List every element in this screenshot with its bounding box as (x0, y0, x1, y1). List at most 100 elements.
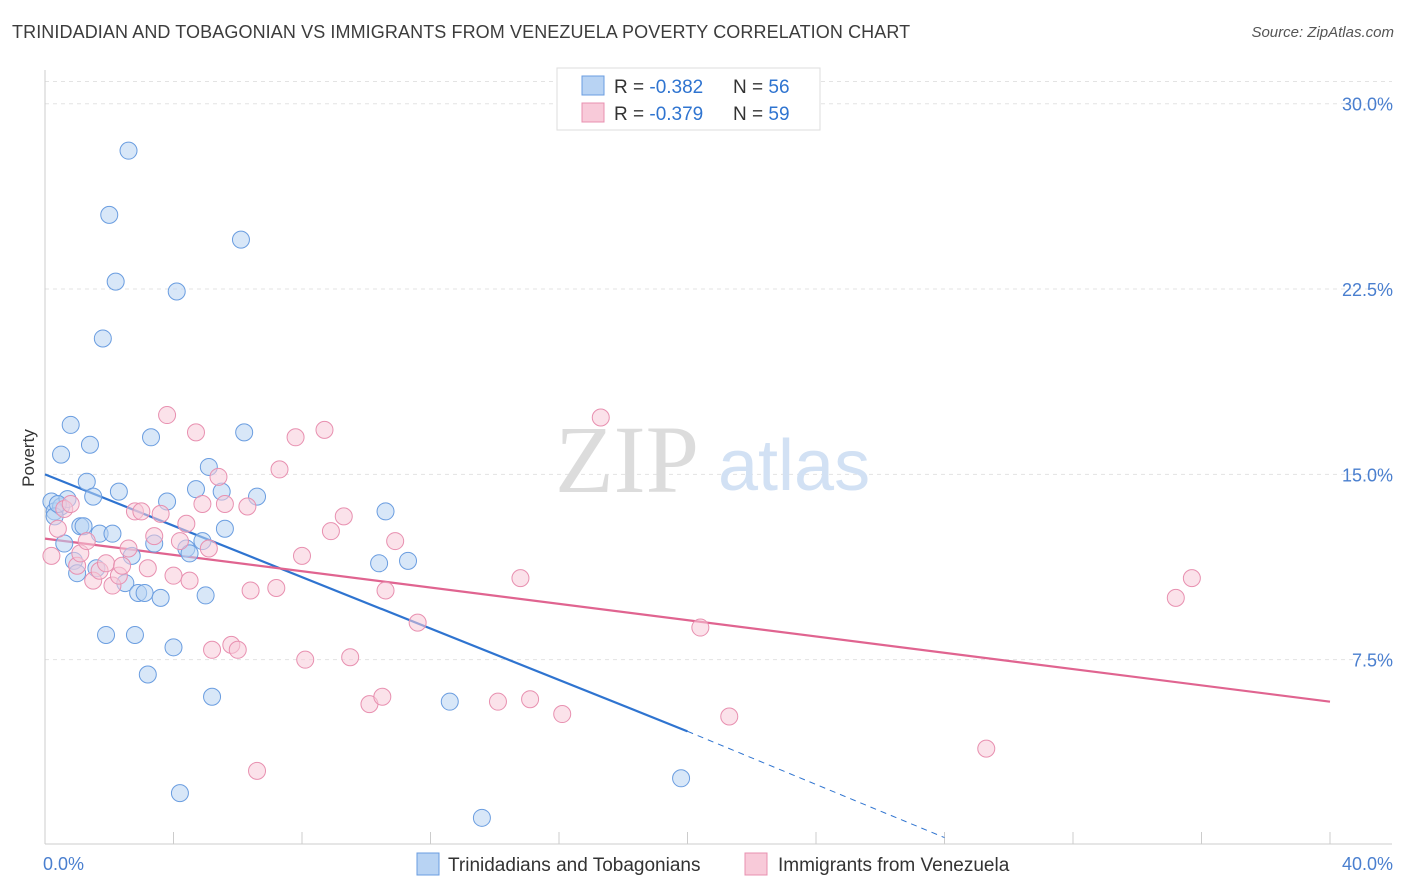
point-venezuela (215, 495, 234, 514)
scatter-points (42, 141, 1201, 827)
point-trinidadians (196, 586, 215, 605)
point-venezuela (720, 707, 739, 726)
point-venezuela (977, 739, 996, 758)
point-venezuela (119, 539, 138, 558)
watermark-zip: ZIP (555, 406, 699, 513)
point-venezuela (521, 690, 540, 709)
watermark-atlas: atlas (718, 426, 870, 506)
point-venezuela (151, 504, 170, 523)
point-venezuela (373, 687, 392, 706)
point-venezuela (293, 546, 311, 565)
point-trinidadians (100, 205, 119, 224)
point-trinidadians (672, 769, 691, 788)
stats-n-value-2: 59 (768, 104, 789, 125)
point-trinidadians (186, 480, 205, 499)
point-venezuela (386, 532, 405, 551)
point-venezuela (164, 566, 183, 585)
svg-text:R = -0.379: R = -0.379 (614, 104, 703, 125)
trend-lines (44, 473, 1331, 839)
point-trinidadians (109, 482, 128, 501)
legend-swatch-venezuela (744, 852, 768, 876)
point-venezuela (158, 406, 177, 425)
point-venezuela (248, 761, 267, 780)
tick-labels: 7.5% 15.0% 22.5% 30.0% 0.0% 40.0% (43, 95, 1393, 874)
stats-box: R = -0.382 N = 56 R = -0.379 N = 59 (556, 67, 821, 131)
point-venezuela (267, 579, 286, 598)
point-venezuela (241, 581, 260, 600)
point-trinidadians (125, 625, 144, 644)
point-trinidadians (52, 445, 71, 464)
svg-text:N = 56: N = 56 (733, 77, 790, 98)
trend-line-trinidadians (44, 473, 688, 733)
point-trinidadians (135, 583, 154, 602)
stats-r-label-2: R = (614, 104, 649, 125)
stats-r-label-1: R = (614, 77, 649, 98)
point-venezuela (61, 495, 80, 514)
point-venezuela (334, 507, 353, 526)
x-tick-label-max: 40.0% (1342, 854, 1393, 874)
point-trinidadians (74, 517, 93, 536)
point-trinidadians (164, 638, 183, 657)
point-trinidadians (399, 551, 418, 570)
point-venezuela (132, 502, 151, 521)
point-venezuela (186, 423, 205, 442)
point-venezuela (238, 497, 257, 516)
svg-text:N = 59: N = 59 (733, 104, 790, 125)
legend-label-trinidadians: Trinidadians and Tobagonians (448, 855, 700, 876)
y-tick-label: 7.5% (1352, 651, 1393, 671)
point-trinidadians (55, 534, 74, 553)
trend-line-trinidadians-extension (687, 730, 945, 839)
point-trinidadians (138, 665, 157, 684)
point-trinidadians (61, 415, 80, 434)
y-axis-label: Poverty (19, 429, 38, 487)
stats-n-value-1: 56 (768, 77, 789, 98)
point-trinidadians (77, 472, 96, 491)
y-tick-label: 15.0% (1342, 465, 1393, 485)
x-tick-label-min: 0.0% (43, 854, 84, 874)
point-trinidadians (142, 428, 161, 447)
point-venezuela (553, 705, 572, 724)
point-trinidadians (472, 808, 491, 827)
point-venezuela (341, 648, 360, 667)
point-venezuela (321, 522, 340, 541)
point-trinidadians (235, 423, 254, 442)
point-trinidadians (93, 329, 112, 348)
point-trinidadians (231, 230, 250, 249)
point-trinidadians (370, 554, 389, 573)
point-trinidadians (84, 487, 103, 506)
point-venezuela (48, 519, 67, 538)
point-venezuela (77, 532, 96, 551)
point-venezuela (296, 650, 315, 669)
source-credit: Source: ZipAtlas.com (1251, 24, 1394, 41)
point-trinidadians (203, 687, 222, 706)
point-venezuela (170, 532, 189, 551)
stats-swatch-blue (581, 75, 605, 96)
legend-swatch-trinidadians (416, 852, 440, 876)
trend-line-venezuela (44, 537, 1331, 703)
point-venezuela (138, 559, 157, 578)
point-trinidadians (215, 519, 234, 538)
point-venezuela (228, 640, 247, 659)
point-venezuela (691, 618, 710, 637)
point-trinidadians (170, 784, 189, 803)
legend: Trinidadians and Tobagonians Immigrants … (416, 852, 1010, 876)
point-venezuela (511, 569, 530, 588)
y-tick-label: 30.0% (1342, 95, 1393, 115)
point-venezuela (193, 495, 212, 514)
point-venezuela (1166, 588, 1185, 607)
point-trinidadians (97, 625, 116, 644)
point-trinidadians (119, 141, 138, 160)
axes (44, 70, 1392, 845)
point-trinidadians (103, 524, 122, 543)
point-venezuela (488, 692, 507, 711)
stats-r-value-1: -0.382 (649, 77, 703, 98)
svg-text:R = -0.382: R = -0.382 (614, 77, 703, 98)
point-trinidadians (376, 502, 395, 521)
point-venezuela (209, 467, 228, 486)
watermark: ZIP atlas (555, 406, 870, 513)
point-trinidadians (151, 588, 170, 607)
point-venezuela (177, 514, 196, 533)
point-venezuela (97, 554, 116, 573)
stats-n-label-1: N = (733, 77, 768, 98)
point-venezuela (113, 556, 132, 575)
